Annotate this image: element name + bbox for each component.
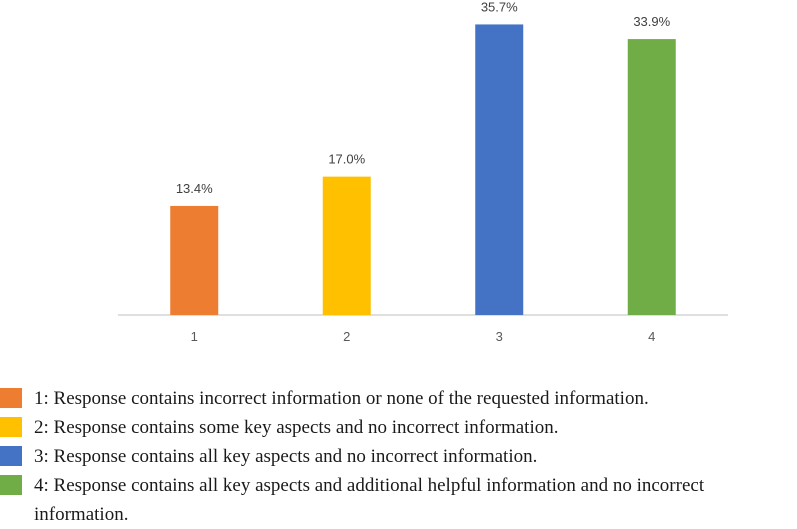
legend-swatch-4 (0, 475, 22, 495)
legend-item-4: 4: Response contains all key aspects and… (0, 471, 797, 529)
legend-label-4: 4: Response contains all key aspects and… (34, 475, 705, 525)
legend-item-3: 3: Response contains all key aspects and… (0, 442, 797, 471)
legend-swatch-3 (0, 446, 22, 466)
bar-chart: 13.4% 1 17.0% 2 35.7% 3 33.9% 4 (118, 0, 728, 344)
x-tick-label-2: 2 (343, 329, 350, 344)
legend-item-1: 1: Response contains incorrect informati… (0, 384, 797, 413)
data-label-2: 17.0% (328, 152, 365, 167)
bar-2 (322, 176, 371, 315)
x-tick-label-1: 1 (191, 329, 198, 344)
data-label-4: 33.9% (633, 14, 670, 29)
bar-4 (627, 39, 676, 315)
data-label-3: 35.7% (481, 0, 518, 14)
x-tick-label-4: 4 (648, 329, 655, 344)
bar-1 (170, 205, 219, 315)
legend-label-3: 3: Response contains all key aspects and… (34, 446, 538, 467)
x-tick-label-3: 3 (496, 329, 503, 344)
chart-legend: 1: Response contains incorrect informati… (0, 384, 797, 529)
legend-label-2: 2: Response contains some key aspects an… (34, 417, 559, 438)
legend-item-2: 2: Response contains some key aspects an… (0, 413, 797, 442)
legend-swatch-2 (0, 417, 22, 437)
legend-swatch-1 (0, 388, 22, 408)
legend-label-1: 1: Response contains incorrect informati… (34, 388, 649, 409)
data-label-1: 13.4% (176, 181, 213, 196)
bar-3 (475, 24, 524, 316)
